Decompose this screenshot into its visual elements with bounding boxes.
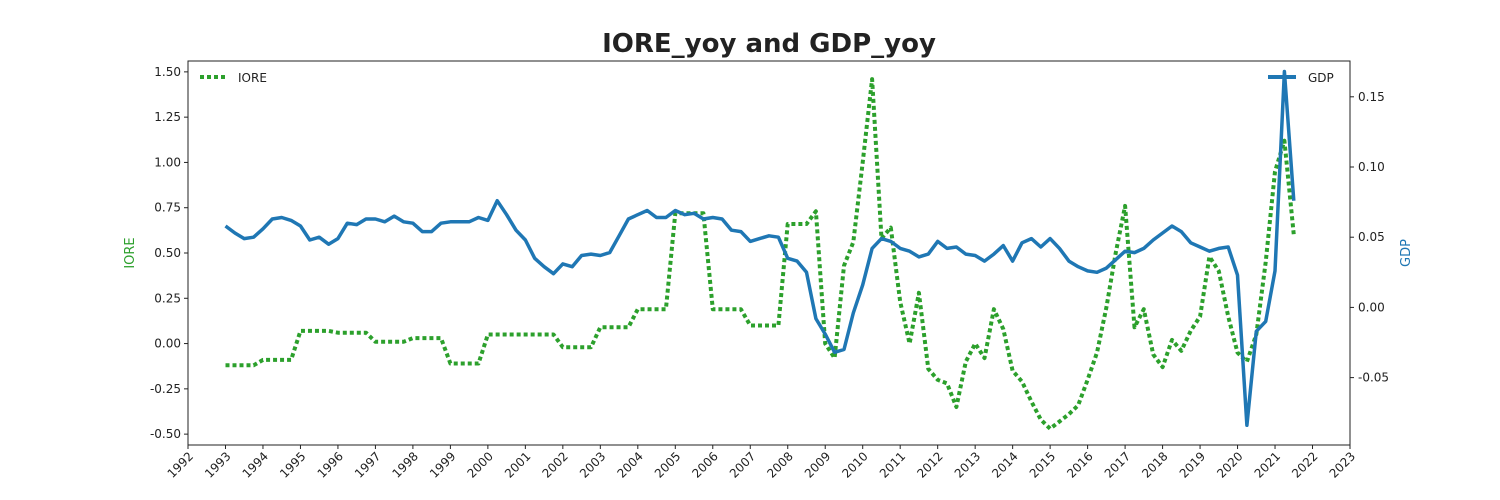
plot-frame [187,60,1351,446]
x-tick-label: 1996 [315,449,346,480]
x-tick-label: 2015 [1027,449,1058,480]
x-tick-label: 1993 [202,449,233,480]
right-tick-label: 0.05 [1358,230,1385,244]
x-axis-ticks: 1992 1993 1994 1995 1996 1997 1998 1999 2000 2001… [165,445,1358,481]
iore-series-line [225,77,1296,431]
x-tick-label: 2023 [1327,449,1358,480]
legend-gdp-label: GDP [1308,71,1334,85]
x-tick-label: 2014 [989,449,1020,480]
chart-title: IORE_yoy and GDP_yoy [602,29,936,59]
right-tick-label: 0.15 [1358,90,1385,104]
x-tick-label: 1998 [390,449,421,480]
x-tick-label: 1994 [240,449,271,480]
right-tick-label: 0.00 [1358,300,1385,314]
x-tick-label: 1992 [165,449,196,480]
x-tick-label: 2021 [1252,449,1283,480]
x-tick-label: 2002 [539,449,570,480]
x-tick-label: 1999 [427,449,458,480]
right-tick-label: 0.10 [1358,160,1385,174]
x-tick-label: 1995 [277,449,308,480]
gdp-series-line [224,69,1296,428]
left-tick-label: 1.00 [154,155,181,169]
x-tick-label: 2000 [464,449,495,480]
legend-iore: IORE [200,71,267,85]
right-axis-label: GDP [1399,239,1414,267]
x-tick-label: 2010 [839,449,870,480]
x-tick-label: 2018 [1139,449,1170,480]
x-tick-label: 2020 [1214,449,1245,480]
x-tick-label: 2011 [877,449,908,480]
x-tick-label: 2009 [802,449,833,480]
series-group [224,69,1296,431]
x-tick-label: 2001 [502,449,533,480]
left-tick-label: 0.25 [154,291,181,305]
x-tick-label: 2004 [614,449,645,480]
x-tick-label: 2006 [689,449,720,480]
left-tick-label: 1.25 [154,110,181,124]
x-tick-label: 2003 [577,449,608,480]
legend-gdp: GDP [1268,71,1334,85]
x-tick-label: 2012 [914,449,945,480]
right-axis-ticks: -0.05 0.00 0.05 0.10 0.15 [1350,90,1389,385]
left-tick-label: 0.75 [154,201,181,215]
legend-iore-label: IORE [238,71,267,85]
x-tick-label: 2019 [1177,449,1208,480]
x-tick-label: 2017 [1102,449,1133,480]
left-axis-ticks: -0.50 -0.25 0.00 0.25 0.50 0.75 1.00 1.25 1.50 [150,65,188,441]
left-tick-label: -0.25 [150,382,181,396]
left-tick-label: 0.50 [154,246,181,260]
right-tick-label: -0.05 [1358,371,1389,385]
x-tick-label: 2007 [727,449,758,480]
left-tick-label: 0.00 [154,337,181,351]
x-tick-label: 2013 [952,449,983,480]
x-tick-label: 1997 [352,449,383,480]
left-axis-label: IORE [123,237,138,268]
x-tick-label: 2008 [764,449,795,480]
left-tick-label: 1.50 [154,65,181,79]
left-tick-label: -0.50 [150,427,181,441]
x-tick-label: 2005 [652,449,683,480]
x-tick-label: 2016 [1064,449,1095,480]
x-tick-label: 2022 [1289,449,1320,480]
